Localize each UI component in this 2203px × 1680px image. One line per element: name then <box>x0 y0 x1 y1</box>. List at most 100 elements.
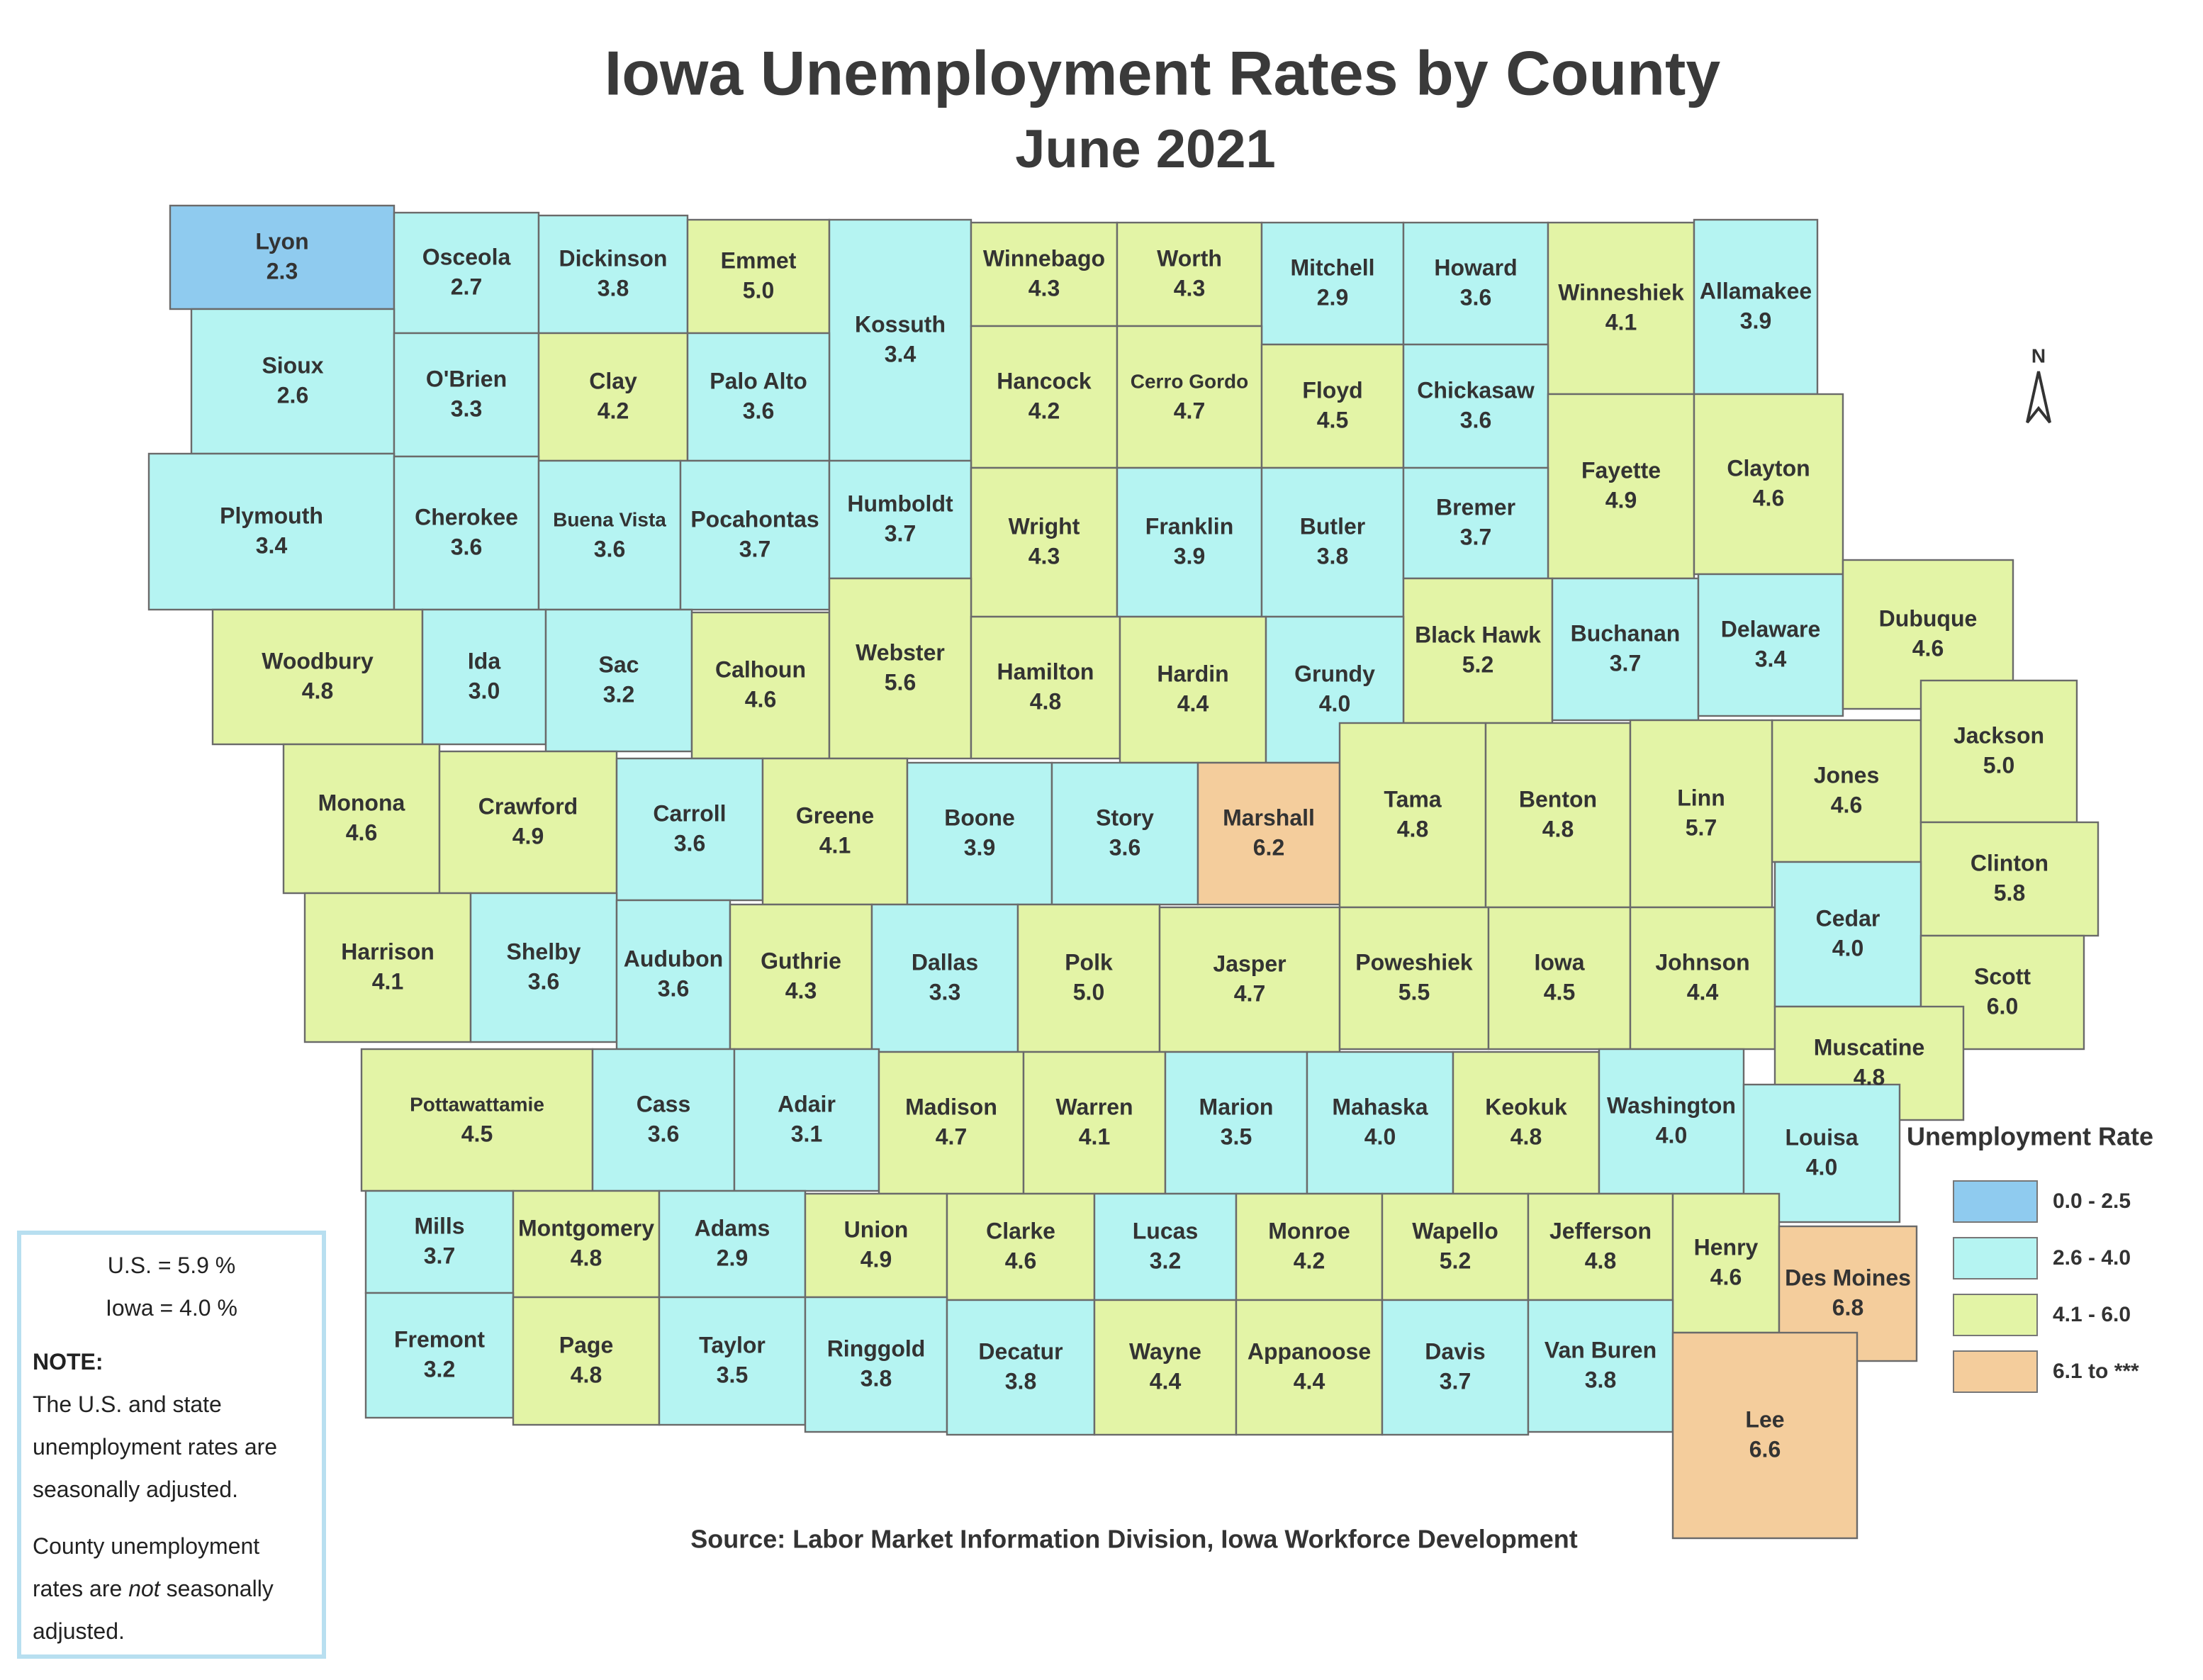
county-name: Dickinson <box>559 245 668 271</box>
county <box>544 608 693 753</box>
county <box>1919 821 2100 937</box>
legend-title: Unemployment Rate <box>1907 1122 2153 1151</box>
county <box>393 455 540 611</box>
county-name: Fayette <box>1581 457 1661 483</box>
county-rate: 4.8 <box>302 678 333 703</box>
county-rate: 4.0 <box>1832 935 1863 961</box>
county-name: Fremont <box>394 1326 485 1352</box>
county-name: Monroe <box>1268 1218 1350 1243</box>
county-name: Polk <box>1065 949 1113 975</box>
county <box>1116 466 1263 618</box>
county <box>1260 343 1405 469</box>
county-rate: 4.8 <box>571 1245 602 1270</box>
county-name: Cerro Gordo <box>1131 370 1248 392</box>
county-rate: 2.3 <box>267 258 298 284</box>
county-name: Buena Vista <box>553 508 666 530</box>
county <box>364 1292 515 1419</box>
county-rate: 4.4 <box>1150 1368 1182 1394</box>
county-name: Davis <box>1425 1338 1485 1364</box>
county <box>1629 906 1776 1051</box>
county-rate: 4.0 <box>1364 1124 1396 1149</box>
county <box>393 211 540 335</box>
county-rate: 4.3 <box>1028 275 1060 301</box>
county-rate: 4.6 <box>1912 635 1944 661</box>
county-rate: 3.6 <box>648 1121 679 1146</box>
county-rate: 5.0 <box>743 277 774 303</box>
county-name: Cedar <box>1816 905 1880 931</box>
county <box>686 218 831 335</box>
county-name: Muscatine <box>1814 1034 1924 1060</box>
county-rate: 3.2 <box>603 681 634 707</box>
county-name: Dubuque <box>1879 605 1978 631</box>
county-name: Adams <box>695 1215 770 1241</box>
county-name: Ringgold <box>827 1335 926 1361</box>
county-rate: 6.2 <box>1253 834 1284 860</box>
county <box>1598 1048 1745 1195</box>
county <box>690 611 831 760</box>
county-rate: 3.8 <box>1317 543 1348 569</box>
county-rate: 4.7 <box>1234 980 1265 1006</box>
county <box>469 892 618 1043</box>
county <box>828 459 972 580</box>
county-rate: 5.5 <box>1398 979 1430 1004</box>
county <box>1551 577 1700 722</box>
county <box>1484 722 1632 909</box>
county-rate: 3.6 <box>658 975 689 1001</box>
county-rate: 3.7 <box>739 536 770 561</box>
county-name: Clarke <box>986 1218 1055 1243</box>
county-rate: 2.9 <box>1317 284 1348 310</box>
county <box>1381 1299 1530 1436</box>
county-name: Calhoun <box>715 656 806 682</box>
county-name: Wright <box>1009 513 1080 539</box>
county-name: Benton <box>1519 786 1597 812</box>
map-subtitle: June 2021 <box>1015 119 1276 179</box>
county <box>1771 719 1922 863</box>
county-name: Washington <box>1607 1092 1736 1118</box>
county-rate: 3.6 <box>674 830 705 856</box>
county-rate: 4.1 <box>372 968 403 994</box>
compass-label: N <box>2031 345 2046 366</box>
county <box>537 459 682 611</box>
county-name: Poweshiek <box>1355 949 1473 975</box>
county <box>686 332 831 462</box>
county-rate: 3.6 <box>528 968 559 994</box>
county-name: Union <box>844 1216 909 1242</box>
county-name: Sioux <box>262 352 323 378</box>
county-name: Winnebago <box>983 245 1105 271</box>
county <box>1773 861 1922 1008</box>
county <box>190 308 396 455</box>
county-rate: 2.9 <box>717 1245 748 1270</box>
county <box>1116 325 1263 469</box>
legend-label: 6.1 to *** <box>2053 1360 2139 1383</box>
county-name: Mitchell <box>1290 254 1374 280</box>
county <box>970 221 1119 327</box>
county-rate: 4.2 <box>598 398 629 423</box>
county-name: Jones <box>1814 762 1879 788</box>
county-name: Harrison <box>341 939 435 964</box>
county-name: Pottawattamie <box>410 1093 544 1115</box>
legend-label: 0.0 - 2.5 <box>2053 1189 2131 1213</box>
county-rate: 3.9 <box>964 834 995 860</box>
county-name: Des Moines <box>1785 1265 1911 1290</box>
county-rate: 4.0 <box>1656 1122 1687 1148</box>
county <box>1119 615 1267 764</box>
county-rate: 6.0 <box>1987 993 2018 1019</box>
county <box>658 1296 807 1426</box>
county <box>512 1296 661 1426</box>
county-rate: 4.5 <box>461 1121 493 1146</box>
county-name: Adair <box>778 1091 836 1116</box>
county-name: Jasper <box>1213 951 1286 976</box>
notes-box: U.S. = 5.9 % Iowa = 4.0 % NOTE: The U.S.… <box>17 1231 326 1659</box>
county <box>1093 1192 1238 1301</box>
county <box>512 1189 661 1299</box>
county-name: Floyd <box>1302 377 1362 403</box>
county-rate: 3.6 <box>1460 284 1491 310</box>
county-rate: 5.8 <box>1994 880 2025 905</box>
county <box>761 757 909 906</box>
county-name: Bremer <box>1436 494 1515 520</box>
county-rate: 4.7 <box>1174 398 1205 423</box>
county-name: Henry <box>1694 1234 1759 1260</box>
county-rate: 4.2 <box>1294 1248 1325 1273</box>
county-rate: 3.4 <box>256 532 288 558</box>
county <box>828 218 972 462</box>
